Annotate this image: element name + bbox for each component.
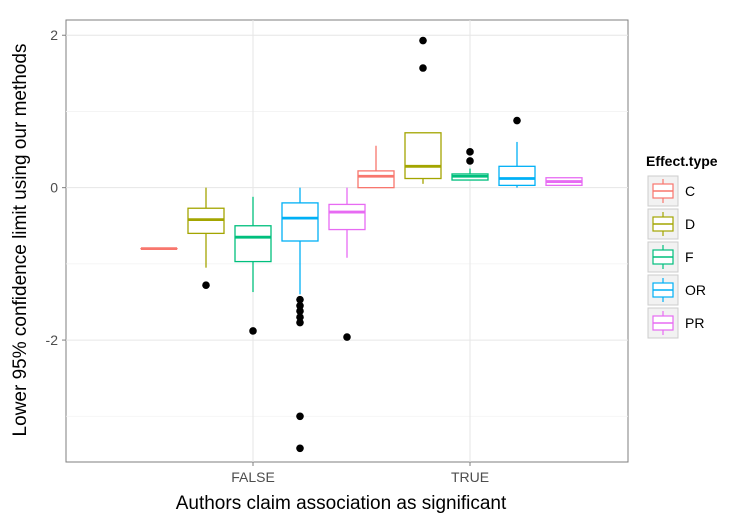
legend-label: PR: [685, 315, 704, 331]
boxplot-marks: [140, 36, 583, 453]
legend-item-OR: OR: [647, 274, 706, 306]
x-axis: FALSE TRUE: [231, 462, 489, 485]
y-tick-label: 0: [50, 180, 58, 196]
outlier-point: [296, 318, 304, 327]
legend-label: D: [685, 216, 695, 232]
legend-title: Effect.type: [646, 153, 718, 169]
x-axis-title: Authors claim association as significant: [176, 493, 507, 514]
box-PR-FALSE: [328, 187, 366, 258]
box-iqr: [328, 203, 366, 231]
outlier-point: [296, 412, 304, 421]
legend-item-D: D: [647, 208, 695, 240]
outlier-point: [513, 116, 521, 125]
outlier-point: [249, 327, 257, 335]
box-iqr: [281, 202, 319, 242]
box-F-FALSE: [234, 196, 272, 293]
outlier-point: [296, 295, 304, 304]
legend: Effect.type C D F OR PR: [646, 153, 718, 339]
box-iqr: [404, 132, 442, 180]
y-axis: -2 0 2: [46, 27, 66, 348]
outlier-point: [296, 444, 304, 453]
outlier-point: [419, 64, 427, 72]
y-tick-label: 2: [50, 27, 58, 43]
box-C-TRUE: [357, 145, 395, 189]
legend-item-F: F: [647, 241, 694, 273]
legend-label: F: [685, 249, 694, 265]
x-tick-label: TRUE: [451, 469, 489, 485]
legend-label: OR: [685, 282, 706, 298]
box-F-TRUE: [451, 168, 489, 181]
outlier-point: [202, 281, 210, 290]
outlier-point: [343, 333, 351, 341]
outlier-point: [466, 157, 474, 165]
box-OR-FALSE: [281, 187, 319, 295]
y-tick-label: -2: [46, 332, 59, 348]
outlier-point: [419, 36, 427, 45]
outlier-point: [296, 313, 304, 322]
box-iqr: [234, 225, 272, 263]
legend-item-C: C: [647, 175, 695, 207]
legend-label: C: [685, 183, 695, 199]
box-iqr: [357, 170, 395, 189]
box-PR-TRUE: [545, 177, 583, 187]
outlier-point: [296, 301, 304, 310]
box-D-FALSE: [187, 187, 225, 268]
box-OR-TRUE: [498, 141, 536, 188]
x-tick-label: FALSE: [231, 469, 275, 485]
box-D-TRUE: [404, 132, 442, 184]
outlier-point: [296, 307, 304, 315]
y-axis-title: Lower 95% confidence limit using our met…: [10, 44, 31, 437]
box-iqr: [498, 165, 536, 187]
legend-item-PR: PR: [647, 307, 704, 339]
outlier-point: [466, 148, 474, 156]
